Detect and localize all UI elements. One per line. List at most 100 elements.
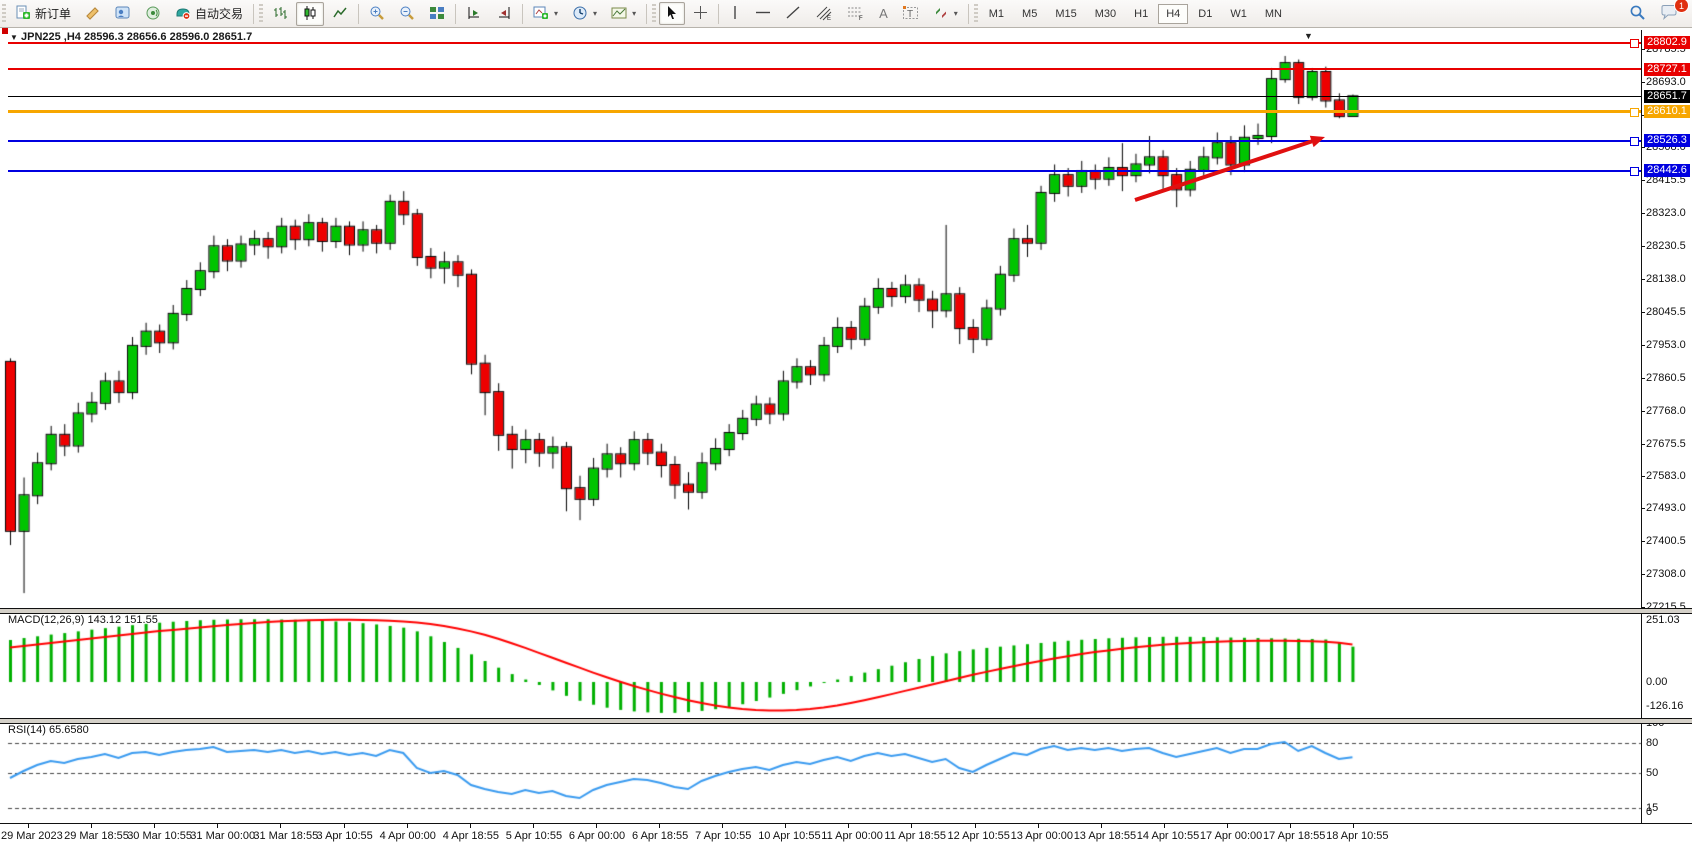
hline-handle-28610.1[interactable] [1630,107,1639,117]
price-tick-dash [1641,311,1645,313]
chart-area[interactable]: ▼ JPN225 ,H4 28596.3 28656.6 28596.0 286… [0,28,1692,849]
cursor-button[interactable] [659,2,686,25]
candlestick-chart-button[interactable] [296,1,325,26]
styler-button[interactable] [79,2,107,26]
hline-28802.9[interactable] [8,41,1641,44]
rsi-indicator-label: RSI(14) 65.6580 [8,724,89,736]
timeframe-m30-button[interactable]: M30 [1094,7,1117,20]
time-tick-dash [1100,824,1102,828]
time-tick-dash [1163,824,1165,828]
price-tick-dash [1641,246,1645,248]
time-tick-label: 17 Apr 00:00 [1199,830,1263,842]
hline-28651.7[interactable] [8,95,1641,97]
time-tick-dash [1037,824,1039,828]
dropdown-caret: ▾ [953,9,958,18]
pane-separator-rsi[interactable] [0,718,1692,724]
timeframe-m15-button[interactable]: M15 [1055,7,1077,20]
time-axis[interactable]: 29 Mar 2023 29 Mar 18:55 30 Mar 10:55 31 Ma… [0,823,1692,849]
chat-icon [1660,4,1678,23]
hline-28442.6[interactable] [8,169,1641,172]
zoom-out-icon [399,5,415,23]
time-tick-dash [911,824,913,828]
time-tick-dash [217,824,219,828]
text-label-button[interactable]: T [896,2,925,26]
time-tick-label: 30 Mar 10:55 [127,830,193,842]
hline-handle-28442.6[interactable] [1630,167,1639,177]
price-tick-dash [1641,476,1645,478]
line-anchor-handle[interactable] [2,28,8,34]
auto-trading-button[interactable]: 自动交易 [169,2,249,26]
hline-handle-28802.9[interactable] [1630,39,1639,48]
vertical-line-button[interactable] [723,2,747,25]
toolbar-separator [967,3,969,24]
chart-canvas[interactable] [0,28,1692,849]
notification-badge: 1 [1674,0,1689,13]
toolbar-grip[interactable] [259,3,264,24]
search-icon [1629,4,1646,23]
text-button[interactable]: A [873,4,894,23]
time-tick-dash [154,824,156,828]
add-indicator-button[interactable]: ▾ [527,2,564,26]
styler-icon [85,5,101,23]
horizontal-line-button[interactable] [749,2,777,25]
timeframe-m1-button[interactable]: M1 [988,7,1005,20]
bar-chart-button[interactable] [266,2,294,26]
price-tick-dash [1641,48,1645,50]
tile-windows-button[interactable] [423,2,451,26]
hline-28610.1[interactable] [8,109,1641,113]
chart-shift-button[interactable] [490,2,518,26]
periods-button[interactable]: ▾ [566,2,603,26]
timeframe-m5-button[interactable]: M5 [1022,7,1038,20]
timeframe-mn-button[interactable]: MN [1264,7,1282,20]
toolbar-grip[interactable] [973,3,978,24]
search-button[interactable] [1623,1,1652,26]
time-tick-dash [1226,824,1228,828]
hline-handle-28526.3[interactable] [1630,137,1639,147]
periods-icon [572,5,588,23]
price-tick-label: 28045.5 [1646,305,1686,318]
price-tag-28442.6: 28442.6 [1644,164,1690,178]
toolbar: 新订单 自动交易 ▾ ▾ ▾ [0,0,1692,28]
price-tick-dash [1641,147,1645,149]
hline-28727.1[interactable] [8,68,1641,71]
rsi-tick-label: 15 [1646,802,1659,814]
price-tick-dash [1641,541,1645,543]
notifications-button[interactable]: 1 [1654,0,1689,26]
templates-button[interactable]: ▾ [605,2,642,26]
zoom-in-button[interactable] [363,2,391,26]
toolbar-grip[interactable] [2,3,6,24]
hline-28526.3[interactable] [8,139,1641,142]
price-tick-label: 27308.0 [1646,568,1686,581]
timeframe-h1-button[interactable]: H1 [1134,7,1149,20]
timeframe-h4-button[interactable]: H4 [1158,3,1189,24]
chart-title-overlay: ▼ JPN225 ,H4 28596.3 28656.6 28596.0 286… [10,31,252,43]
market-watch-button[interactable] [109,2,137,26]
time-tick-dash [91,824,93,828]
symbol-dropdown-arrow[interactable]: ▼ [10,33,18,42]
fibonacci-icon: F [847,5,865,23]
trendline-button[interactable] [779,2,807,25]
equidistant-channel-icon: E [815,5,833,23]
svg-text:E: E [827,16,831,21]
auto-scroll-button[interactable] [460,2,488,26]
time-tick-dash [343,824,345,828]
time-tick-dash [974,824,976,828]
time-tick-dash [406,824,408,828]
crosshair-button[interactable] [687,2,714,25]
signals-button[interactable] [139,2,167,26]
time-tick-label: 6 Apr 18:55 [632,830,689,842]
price-tick-dash [1641,574,1645,576]
pane-separator-macd[interactable] [0,608,1692,614]
fibonacci-button[interactable]: F [841,2,871,26]
price-tick-dash [1641,410,1645,412]
timeframe-w1-button[interactable]: W1 [1230,7,1247,20]
timeframe-d1-button[interactable]: D1 [1198,7,1213,20]
equidistant-channel-button[interactable]: E [809,2,839,26]
macd-tick-label: 0.00 [1646,676,1668,688]
new-order-button[interactable]: 新订单 [9,2,77,26]
toolbar-grip[interactable] [652,3,657,24]
arrows-button[interactable]: ▾ [927,2,964,26]
line-chart-button[interactable] [326,2,354,26]
zoom-out-button[interactable] [393,2,421,26]
